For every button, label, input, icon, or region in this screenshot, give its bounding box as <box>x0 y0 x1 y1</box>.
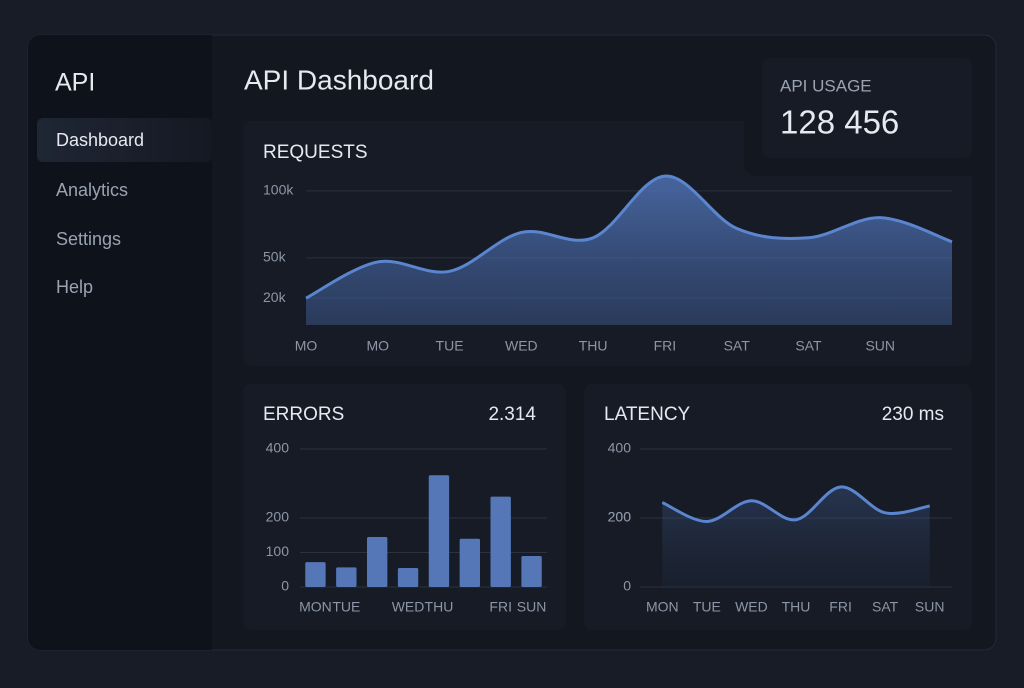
x-tick-label: FRI <box>654 338 677 354</box>
page-title: API Dashboard <box>244 64 434 95</box>
bar <box>521 555 542 587</box>
x-tick-label: WED <box>505 338 538 354</box>
bar <box>459 538 481 587</box>
x-tick-label: SAT <box>872 599 899 615</box>
x-tick-label: SUN <box>915 599 945 615</box>
x-tick-label: MON <box>646 599 679 615</box>
nav-item[interactable]: Help <box>56 277 93 297</box>
usage-label: API USAGE <box>780 76 872 95</box>
y-tick-label: 200 <box>608 509 632 525</box>
bar <box>336 567 357 587</box>
x-tick-label: WED <box>735 599 768 615</box>
chart-title: REQUESTS <box>263 142 368 163</box>
y-tick-label: 200 <box>608 509 632 525</box>
x-tick-label: THU <box>579 338 608 354</box>
x-tick-label: TUE <box>436 338 464 354</box>
x-tick-label: SUN <box>865 338 895 354</box>
sidebar <box>28 35 212 650</box>
usage-card <box>762 58 972 158</box>
y-tick-label: 400 <box>266 440 290 456</box>
line <box>661 485 931 523</box>
chart-title: ERRORS <box>263 404 344 425</box>
x-tick-label: THU <box>782 599 811 615</box>
bar <box>428 475 450 587</box>
y-tick-label: 20k <box>263 289 287 305</box>
chart-title: LATENCY <box>604 404 691 425</box>
y-tick-label: 100 <box>266 543 290 559</box>
chart-summary: 230 ms <box>882 404 944 425</box>
y-tick-label: 400 <box>608 440 632 456</box>
nav-active[interactable] <box>37 118 212 162</box>
bar <box>366 536 388 587</box>
area-fill <box>306 176 952 325</box>
x-tick-label: MO <box>295 338 318 354</box>
nav-item[interactable]: Dashboard <box>56 130 144 150</box>
y-tick-label: 0 <box>281 578 289 594</box>
bar <box>397 568 419 587</box>
nav-item[interactable]: Analytics <box>56 180 128 200</box>
x-tick-label: SAT <box>724 338 751 354</box>
x-tick-label: FRI <box>489 599 512 615</box>
bar <box>490 496 511 587</box>
x-tick-label: WED <box>392 599 425 615</box>
x-tick-label: MO <box>366 338 389 354</box>
y-tick-label: 0 <box>623 578 631 594</box>
y-tick-label: 200 <box>266 509 290 525</box>
bar <box>305 562 326 587</box>
x-tick-label: THU <box>425 599 454 615</box>
x-tick-label: SUN <box>517 599 547 615</box>
x-tick-label: FRI <box>829 599 852 615</box>
y-tick-label: 100k <box>263 182 294 198</box>
x-tick-label: TUE <box>332 599 360 615</box>
sidebar-title: API <box>55 69 95 97</box>
usage-value: 128 456 <box>780 104 899 141</box>
chart-summary: 2.314 <box>488 404 536 425</box>
nav-item[interactable]: Settings <box>56 229 121 249</box>
area-line <box>305 174 953 300</box>
x-tick-label: MON <box>299 599 332 615</box>
y-tick-label: 50k <box>263 249 287 265</box>
x-tick-label: SAT <box>795 338 822 354</box>
x-tick-label: TUE <box>693 599 721 615</box>
